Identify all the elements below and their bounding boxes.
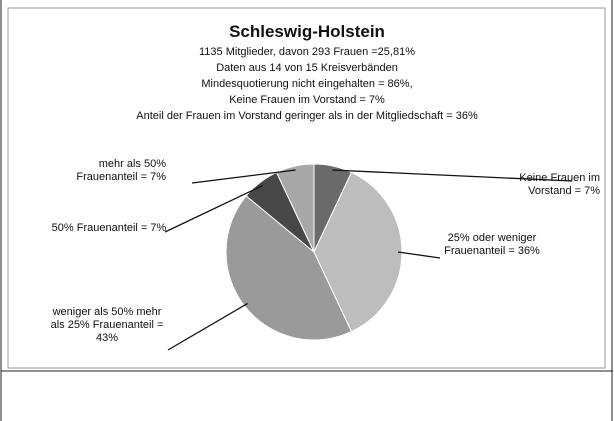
subtitle-line: Anteil der Frauen im Vorstand geringer a… <box>136 110 478 122</box>
chart-title: Schleswig-Holstein <box>229 22 385 41</box>
leader-line <box>164 185 263 233</box>
slice-label: 50% Frauenanteil = 7% <box>51 222 167 234</box>
subtitle-line: Keine Frauen im Vorstand = 7% <box>229 94 385 106</box>
subtitle-line: Mindesquotierung nicht eingehalten = 86%… <box>201 78 413 90</box>
subtitle: 1135 Mitglieder, davon 293 Frauen =25,81… <box>0 44 614 124</box>
leader-line <box>397 251 441 259</box>
slice-label: Keine Frauen im Vorstand = 7% <box>519 172 600 197</box>
slice-label: mehr als 50% Frauenanteil = 7% <box>76 158 166 183</box>
leader-line <box>167 302 248 351</box>
leader-line <box>191 169 296 184</box>
slice-label: 25% oder weniger Frauenanteil = 36% <box>444 232 540 257</box>
subtitle-line: 1135 Mitglieder, davon 293 Frauen =25,81… <box>199 46 415 58</box>
leader-line <box>332 169 573 182</box>
slice-label: weniger als 50% mehr als 25% Frauenantei… <box>50 306 164 344</box>
subtitle-line: Daten aus 14 von 15 Kreisverbänden <box>216 62 398 74</box>
